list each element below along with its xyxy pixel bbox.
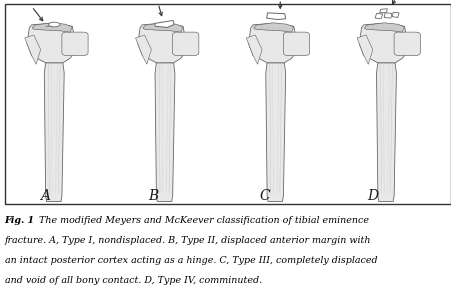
Text: D: D [367,189,377,203]
Bar [5,4,450,204]
Ellipse shape [49,22,60,27]
Polygon shape [44,63,64,201]
Text: and void of all bony contact. D, Type IV, comminuted.: and void of all bony contact. D, Type IV… [5,276,261,285]
Text: The modified Meyers and McKeever classification of tibial eminence: The modified Meyers and McKeever classif… [32,216,368,225]
Polygon shape [383,13,391,18]
Text: B: B [148,189,158,203]
Polygon shape [32,23,72,32]
Text: fracture. A, Type I, nondisplaced. B, Type II, displaced anterior margin with: fracture. A, Type I, nondisplaced. B, Ty… [5,236,370,245]
Polygon shape [25,35,41,64]
Polygon shape [135,35,151,64]
Polygon shape [379,9,387,13]
Text: C: C [258,189,269,203]
Polygon shape [376,63,396,201]
Text: A: A [40,189,50,203]
Polygon shape [356,35,372,64]
FancyBboxPatch shape [283,32,309,55]
Polygon shape [143,23,183,32]
Polygon shape [266,13,285,20]
FancyBboxPatch shape [172,32,198,55]
Polygon shape [359,23,408,63]
Polygon shape [138,23,187,63]
Polygon shape [27,23,77,63]
Polygon shape [155,63,175,201]
Polygon shape [364,23,404,32]
Polygon shape [248,23,298,63]
Polygon shape [253,23,293,32]
FancyBboxPatch shape [393,32,419,55]
Polygon shape [155,20,174,27]
Polygon shape [391,12,398,18]
Text: an intact posterior cortex acting as a hinge. C, Type III, completely displaced: an intact posterior cortex acting as a h… [5,256,376,265]
Polygon shape [265,63,285,201]
Text: Fig. 1: Fig. 1 [5,216,35,225]
FancyBboxPatch shape [62,32,88,55]
Polygon shape [246,35,262,64]
Polygon shape [374,13,382,19]
